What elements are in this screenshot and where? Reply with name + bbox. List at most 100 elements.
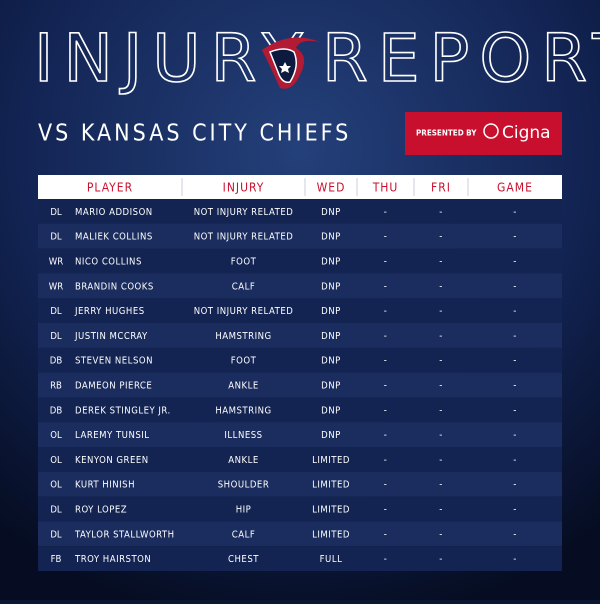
cell: - bbox=[384, 257, 388, 268]
player-name: LAREMY TUNSIL bbox=[75, 430, 150, 441]
cell: - bbox=[513, 554, 517, 565]
cell: DNP bbox=[321, 356, 341, 367]
table-row bbox=[38, 447, 562, 472]
position: DL bbox=[50, 529, 62, 540]
cell: FULL bbox=[320, 554, 343, 565]
cell: - bbox=[439, 505, 443, 516]
cell: CALF bbox=[232, 529, 256, 540]
cell: FOOT bbox=[231, 356, 257, 367]
cell: - bbox=[384, 480, 388, 491]
player-name: ROY LOPEZ bbox=[75, 505, 127, 516]
cell: LIMITED bbox=[312, 455, 350, 466]
cell: - bbox=[439, 306, 443, 317]
cell: - bbox=[439, 207, 443, 218]
cell: - bbox=[439, 331, 443, 342]
cell: - bbox=[513, 306, 517, 317]
cell: CHEST bbox=[228, 554, 259, 565]
column-header: GAME bbox=[497, 181, 533, 195]
position: DL bbox=[50, 331, 62, 342]
cell: - bbox=[439, 554, 443, 565]
table: PLAYER INJURY WED THU FRI GAME DL MARIO ADDISON… bbox=[38, 178, 562, 571]
table-row bbox=[38, 496, 562, 522]
player-name: MALIEK COLLINS bbox=[75, 232, 153, 243]
cell: ILLNESS bbox=[224, 430, 262, 441]
cell: - bbox=[513, 281, 517, 292]
cell: - bbox=[513, 331, 517, 342]
cell: - bbox=[439, 381, 443, 392]
table-row bbox=[38, 521, 562, 547]
team-logo bbox=[262, 37, 320, 89]
cell: NOT INJURY RELATED bbox=[194, 232, 294, 243]
table-row bbox=[38, 546, 562, 571]
cell: - bbox=[513, 207, 517, 218]
cell: - bbox=[384, 232, 388, 243]
cell: - bbox=[384, 281, 388, 292]
table-row bbox=[38, 273, 562, 299]
cell: - bbox=[384, 529, 388, 540]
cell: - bbox=[384, 554, 388, 565]
title-right: REPORT bbox=[322, 20, 600, 97]
player-name: JERRY HUGHES bbox=[74, 306, 145, 317]
cell: - bbox=[513, 480, 517, 491]
cell: - bbox=[384, 331, 388, 342]
position: DB bbox=[50, 356, 63, 367]
cell: HAMSTRING bbox=[215, 405, 271, 416]
cell: DNP bbox=[321, 306, 341, 317]
cell: DNP bbox=[321, 257, 341, 268]
cell: NOT INJURY RELATED bbox=[194, 306, 294, 317]
table-row bbox=[38, 422, 562, 447]
table-row bbox=[38, 248, 562, 274]
cell: DNP bbox=[321, 207, 341, 218]
cell: - bbox=[513, 257, 517, 268]
column-header: INJURY bbox=[223, 181, 265, 195]
player-name: DAMEON PIERCE bbox=[75, 381, 152, 392]
table-row bbox=[38, 323, 562, 348]
cell: - bbox=[439, 529, 443, 540]
subtitle: VS KANSAS CITY CHIEFS bbox=[38, 121, 351, 147]
sponsor-prefix: PRESENTED BY bbox=[416, 129, 477, 138]
player-name: TROY HAIRSTON bbox=[74, 554, 151, 565]
cell: DNP bbox=[321, 232, 341, 243]
cell: LIMITED bbox=[312, 480, 350, 491]
position: OL bbox=[50, 455, 62, 466]
position: FB bbox=[51, 554, 62, 565]
cell: - bbox=[513, 455, 517, 466]
cell: NOT INJURY RELATED bbox=[194, 207, 294, 218]
table-header bbox=[38, 175, 562, 199]
cell: DNP bbox=[321, 405, 341, 416]
position: DL bbox=[50, 306, 62, 317]
cell: - bbox=[384, 306, 388, 317]
table-row bbox=[38, 199, 562, 224]
player-name: STEVEN NELSON bbox=[75, 356, 153, 367]
cell: - bbox=[384, 505, 388, 516]
player-name: KURT HINISH bbox=[75, 480, 135, 491]
player-name: MARIO ADDISON bbox=[75, 207, 153, 218]
cell: - bbox=[439, 480, 443, 491]
position: OL bbox=[50, 480, 62, 491]
cell: SHOULDER bbox=[218, 480, 270, 491]
cell: ANKLE bbox=[228, 381, 259, 392]
position: OL bbox=[50, 430, 62, 441]
position: WR bbox=[49, 281, 63, 292]
table-row bbox=[38, 397, 562, 423]
position: DL bbox=[50, 505, 62, 516]
cell: - bbox=[439, 455, 443, 466]
cell: LIMITED bbox=[312, 505, 350, 516]
table-row bbox=[38, 298, 562, 323]
cell: - bbox=[513, 356, 517, 367]
cell: - bbox=[439, 232, 443, 243]
player-name: BRANDIN COOKS bbox=[75, 281, 154, 292]
player-name: KENYON GREEN bbox=[75, 455, 149, 466]
table-row bbox=[38, 223, 562, 249]
player-name: TAYLOR STALLWORTH bbox=[74, 529, 175, 540]
player-name: DEREK STINGLEY JR. bbox=[75, 405, 171, 416]
sponsor-name: Cigna bbox=[502, 123, 551, 143]
cell: - bbox=[439, 257, 443, 268]
cell: - bbox=[384, 381, 388, 392]
cell: - bbox=[439, 405, 443, 416]
column-header: FRI bbox=[431, 181, 451, 195]
cell: - bbox=[439, 356, 443, 367]
table-row bbox=[38, 471, 562, 497]
column-header: PLAYER bbox=[87, 181, 133, 195]
